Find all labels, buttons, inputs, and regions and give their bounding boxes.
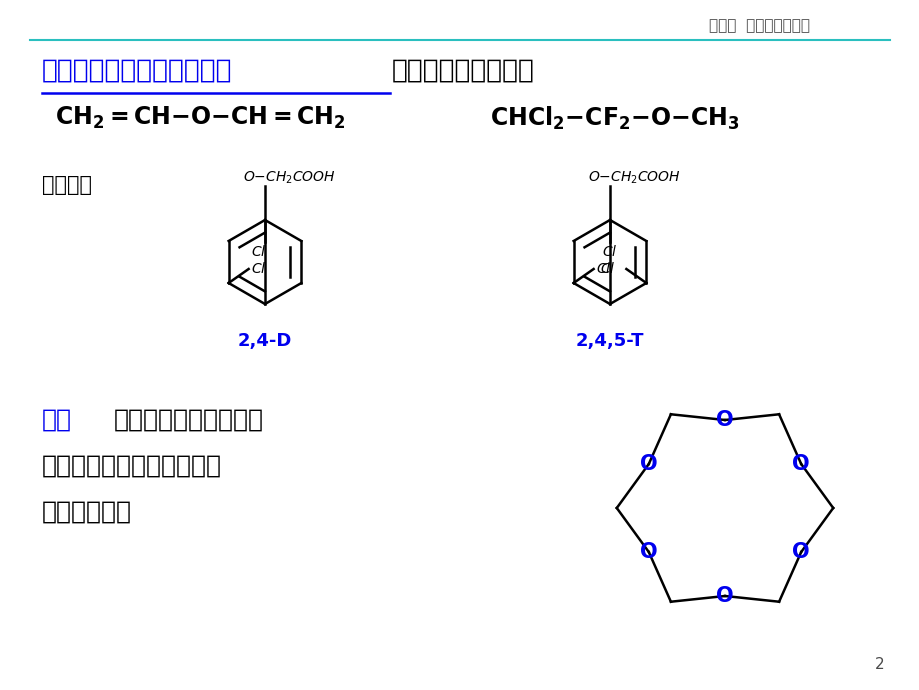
- Text: $Cl$: $Cl$: [251, 244, 267, 259]
- Text: 在有机合成中作为相转: 在有机合成中作为相转: [114, 408, 264, 432]
- Text: $Cl$: $Cl$: [601, 244, 617, 259]
- Text: 第八章  醚和环氧化合物: 第八章 醚和环氧化合物: [709, 18, 810, 33]
- Text: $Cl$: $Cl$: [600, 261, 615, 276]
- Text: O: O: [791, 542, 809, 562]
- Text: 2,4-D: 2,4-D: [237, 332, 292, 350]
- Text: 除草剂：: 除草剂：: [42, 175, 92, 195]
- Text: 冠醚: 冠醚: [42, 408, 72, 432]
- Text: $\mathbf{CH_2{=}CH{-}O{-}CH{=}CH_2}$: $\mathbf{CH_2{=}CH{-}O{-}CH{=}CH_2}$: [55, 105, 346, 131]
- Text: O: O: [715, 586, 733, 606]
- Text: O: O: [640, 454, 657, 474]
- Text: 元素的分离。: 元素的分离。: [42, 500, 131, 524]
- Text: 乙醚、乙烯基醚、甲氧氟烷: 乙醚、乙烯基醚、甲氧氟烷: [42, 58, 233, 84]
- Text: 移催化剂；还可应用与稀土: 移催化剂；还可应用与稀土: [42, 454, 221, 478]
- Text: O: O: [640, 542, 657, 562]
- Text: 2,4,5-T: 2,4,5-T: [575, 332, 643, 350]
- Text: $O{-}CH_2COOH$: $O{-}CH_2COOH$: [243, 170, 335, 186]
- Text: 2: 2: [874, 657, 884, 672]
- Text: O: O: [791, 454, 809, 474]
- Text: O: O: [715, 410, 733, 430]
- Text: 可用作吸入麻醉剂。: 可用作吸入麻醉剂。: [391, 58, 534, 84]
- Text: $Cl$: $Cl$: [595, 261, 610, 276]
- Text: $Cl$: $Cl$: [250, 261, 266, 276]
- Text: $O{-}CH_2COOH$: $O{-}CH_2COOH$: [587, 170, 680, 186]
- Text: $\mathbf{CHCl_2{-}CF_2{-}O{-}CH_3}$: $\mathbf{CHCl_2{-}CF_2{-}O{-}CH_3}$: [490, 105, 739, 132]
